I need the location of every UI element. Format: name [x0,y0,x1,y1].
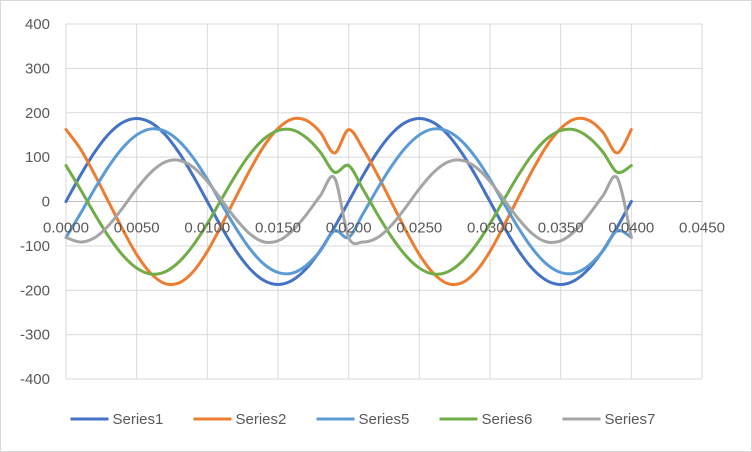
legend-item-series2: Series2 [193,411,287,428]
y-tick-label: 100 [25,149,50,166]
x-axis-tick-labels: 0.0000 0.0050 0.0100 0.0150 0.0200 0.0250 0.03… [43,220,725,237]
y-tick-label: -300 [20,327,50,344]
y-tick-label: -200 [20,282,50,299]
x-tick-label: 0.0250 [396,220,442,237]
x-tick-label: 0.0350 [538,220,584,237]
legend-label: Series7 [605,411,656,428]
legend-item-series6: Series6 [439,411,533,428]
x-tick-label: 0.0050 [114,220,160,237]
series-lines [64,116,633,287]
y-tick-label: 400 [25,16,50,33]
x-tick-label: 0.0400 [608,220,654,237]
x-tick-label: 0.0450 [679,220,725,237]
legend-item-series5: Series5 [316,411,410,428]
x-tick-label: 0.0200 [326,220,372,237]
legend-item-series1: Series1 [70,411,164,428]
series-line-series2 [64,116,633,287]
legend-label: Series2 [236,411,287,428]
y-axis-tick-labels: 400 300 200 100 0 -100 -200 -300 -400 [20,16,50,388]
x-tick-label: 0.0000 [43,220,89,237]
legend-label: Series6 [482,411,533,428]
y-tick-label: -400 [20,371,50,388]
legend-label: Series5 [359,411,410,428]
legend-label: Series1 [113,411,164,428]
x-tick-label: 0.0150 [255,220,301,237]
series-line-series7 [64,158,633,246]
y-tick-label: 200 [25,105,50,122]
x-tick-label: 0.0100 [184,220,230,237]
legend: Series1 Series2 Series5 Series6 Series7 [70,411,656,428]
series-line-series6 [64,127,633,276]
y-tick-label: -100 [20,238,50,255]
y-tick-label: 0 [42,194,50,211]
x-tick-label: 0.0300 [467,220,513,237]
y-tick-label: 300 [25,60,50,77]
legend-item-series7: Series7 [562,411,656,428]
